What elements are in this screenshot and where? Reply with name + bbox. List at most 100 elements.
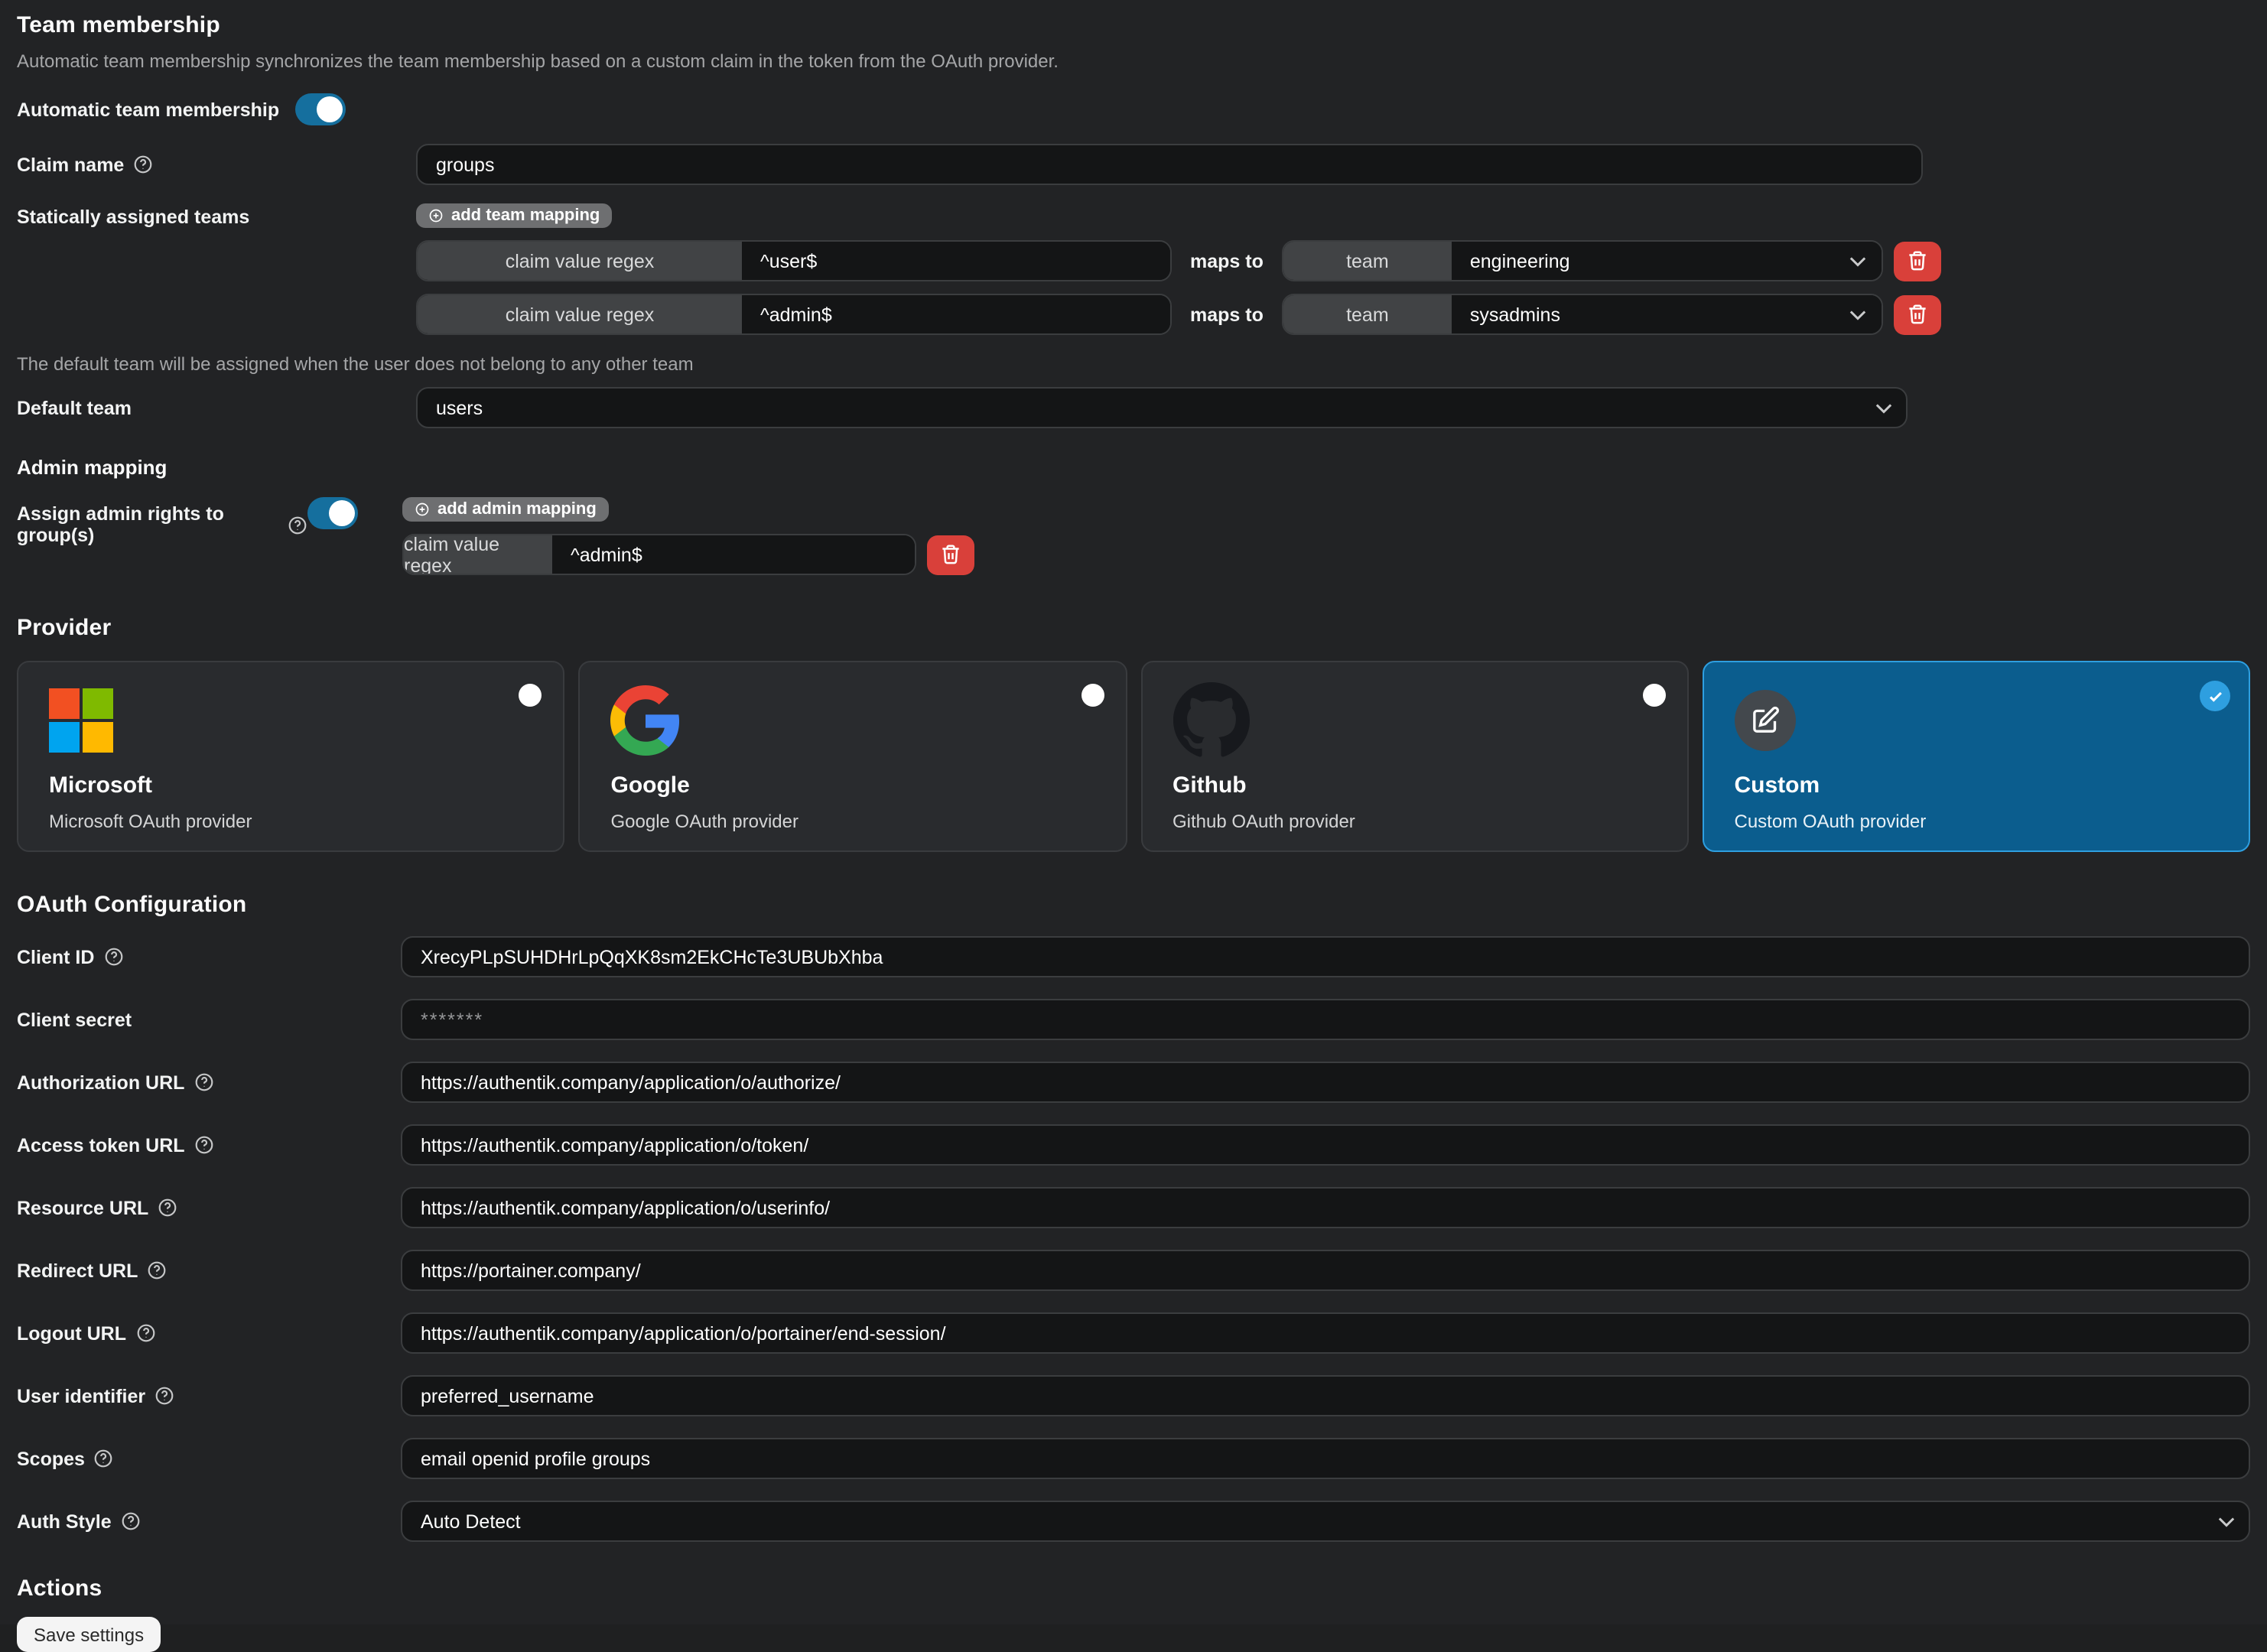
selected-check-icon (2200, 681, 2230, 711)
team-mapping-team-select[interactable] (1452, 242, 1882, 280)
redirect-url-row: Redirect URL (17, 1250, 2250, 1291)
provider-card-name: Github (1173, 772, 1657, 798)
logout-url-input[interactable] (401, 1312, 2250, 1354)
save-settings-button[interactable]: Save settings (17, 1617, 161, 1652)
provider-title: Provider (17, 615, 2250, 641)
access-token-url-input[interactable] (401, 1124, 2250, 1166)
provider-card-description: Google OAuth provider (611, 811, 1095, 832)
authorization-url-label: Authorization URL (17, 1072, 184, 1093)
remove-team-mapping-button[interactable] (1894, 241, 1941, 281)
provider-card-name: Google (611, 772, 1095, 798)
trash-icon (939, 543, 962, 566)
auth-style-label: Auth Style (17, 1511, 112, 1532)
user-identifier-input[interactable] (401, 1375, 2250, 1416)
remove-team-mapping-button[interactable] (1894, 294, 1941, 334)
client-id-input[interactable] (401, 936, 2250, 977)
actions-title: Actions (17, 1576, 2250, 1602)
maps-to-label: maps to (1190, 304, 1264, 325)
radio-unselected-icon[interactable] (1081, 684, 1104, 707)
plus-circle-icon (415, 502, 430, 517)
help-icon (158, 1198, 177, 1218)
provider-cards: Microsoft Microsoft OAuth provider Googl… (17, 661, 2250, 852)
help-icon (154, 1386, 174, 1406)
actions-section: Actions Save settings (17, 1576, 2250, 1652)
microsoft-logo-icon (49, 688, 113, 753)
team-membership-description: Automatic team membership synchronizes t… (17, 50, 2250, 72)
provider-card-name: Custom (1735, 772, 2219, 798)
resource-url-input[interactable] (401, 1187, 2250, 1228)
default-team-label: Default team (17, 397, 416, 418)
help-icon (194, 1135, 214, 1155)
help-icon (288, 515, 307, 535)
team-membership-title: Team membership (17, 12, 2250, 38)
claim-name-input[interactable] (416, 144, 1923, 185)
radio-unselected-icon[interactable] (1643, 684, 1666, 707)
radio-unselected-icon[interactable] (519, 684, 542, 707)
client-id-row: Client ID (17, 936, 2250, 977)
logout-url-label: Logout URL (17, 1322, 126, 1344)
team-addon: team (1283, 295, 1452, 333)
automatic-team-membership-toggle[interactable] (294, 93, 345, 125)
authorization-url-input[interactable] (401, 1062, 2250, 1103)
provider-card-google[interactable]: Google Google OAuth provider (579, 661, 1127, 852)
client-secret-row: Client secret (17, 999, 2250, 1040)
claim-value-regex-addon: claim value regex (418, 242, 742, 280)
add-admin-mapping-button[interactable]: add admin mapping (402, 497, 609, 522)
maps-to-label: maps to (1190, 250, 1264, 272)
team-addon: team (1283, 242, 1452, 280)
admin-mapping-regex-input[interactable] (552, 535, 915, 574)
user-identifier-row: User identifier (17, 1375, 2250, 1416)
assign-admin-rights-toggle[interactable] (307, 497, 358, 529)
team-membership-section: Team membership Automatic team membershi… (17, 12, 2250, 575)
client-secret-input[interactable] (401, 999, 2250, 1040)
provider-section: Provider Microsoft Microsoft OAuth provi… (17, 615, 2250, 852)
team-mapping-team-select[interactable] (1452, 295, 1882, 333)
edit-pencil-icon (1750, 705, 1781, 736)
remove-admin-mapping-button[interactable] (927, 535, 974, 574)
help-icon (133, 154, 153, 174)
provider-card-description: Microsoft OAuth provider (49, 811, 533, 832)
provider-card-microsoft[interactable]: Microsoft Microsoft OAuth provider (17, 661, 565, 852)
oauth-settings-page: Team membership Automatic team membershi… (0, 0, 2267, 1624)
check-icon (2207, 688, 2223, 704)
provider-card-description: Github OAuth provider (1173, 811, 1657, 832)
admin-mapping-row: claim value regex (402, 534, 974, 575)
team-mapping-row: claim value regex maps to team (416, 240, 1941, 281)
oauth-configuration-title: OAuth Configuration (17, 892, 2250, 918)
authorization-url-row: Authorization URL (17, 1062, 2250, 1103)
automatic-team-membership-label: Automatic team membership (17, 99, 279, 120)
provider-card-custom[interactable]: Custom Custom OAuth provider (1703, 661, 2251, 852)
provider-card-name: Microsoft (49, 772, 533, 798)
claim-name-label: Claim name (17, 154, 124, 175)
client-secret-label: Client secret (17, 1009, 132, 1030)
claim-name-row: Claim name (17, 144, 2250, 185)
redirect-url-label: Redirect URL (17, 1260, 138, 1281)
help-icon (94, 1449, 114, 1468)
trash-icon (1906, 303, 1929, 326)
team-mapping-regex-input[interactable] (742, 295, 1170, 333)
team-mapping-regex-input[interactable] (742, 242, 1170, 280)
scopes-input[interactable] (401, 1438, 2250, 1479)
provider-card-github[interactable]: Github Github OAuth provider (1140, 661, 1689, 852)
client-id-label: Client ID (17, 946, 94, 967)
assign-admin-rights-row: Assign admin rights to group(s) add admi… (17, 497, 2250, 575)
toggle-knob (329, 500, 355, 526)
automatic-team-membership-row: Automatic team membership (17, 93, 2250, 125)
claim-value-regex-addon: claim value regex (418, 295, 742, 333)
resource-url-row: Resource URL (17, 1187, 2250, 1228)
admin-mapping-title: Admin mapping (17, 456, 2250, 479)
default-team-note: The default team will be assigned when t… (17, 353, 2250, 375)
auth-style-select[interactable] (401, 1501, 2250, 1542)
scopes-label: Scopes (17, 1448, 85, 1469)
trash-icon (1906, 249, 1929, 272)
statically-assigned-teams-row: Statically assigned teams add team mappi… (17, 203, 2250, 335)
help-icon (103, 947, 123, 967)
help-icon (147, 1260, 167, 1280)
add-team-mapping-button[interactable]: add team mapping (416, 203, 612, 228)
logout-url-row: Logout URL (17, 1312, 2250, 1354)
scopes-row: Scopes (17, 1438, 2250, 1479)
help-icon (135, 1323, 155, 1343)
default-team-select[interactable] (416, 387, 1908, 428)
user-identifier-label: User identifier (17, 1385, 145, 1406)
redirect-url-input[interactable] (401, 1250, 2250, 1291)
